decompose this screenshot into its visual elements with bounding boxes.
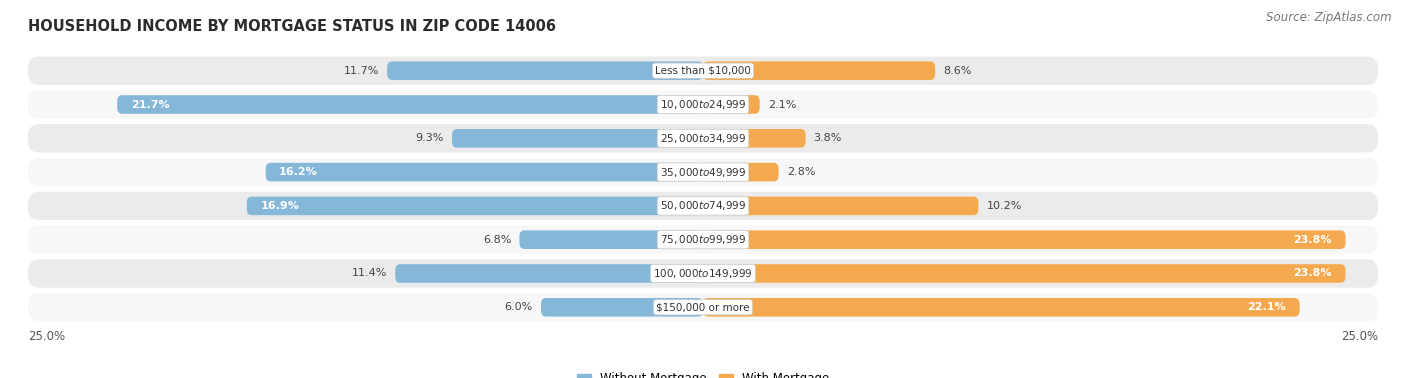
Text: 25.0%: 25.0% — [1341, 330, 1378, 343]
Text: 11.4%: 11.4% — [352, 268, 387, 279]
FancyBboxPatch shape — [266, 163, 703, 181]
FancyBboxPatch shape — [703, 264, 1346, 283]
FancyBboxPatch shape — [519, 231, 703, 249]
Text: 16.2%: 16.2% — [280, 167, 318, 177]
FancyBboxPatch shape — [247, 197, 703, 215]
Text: 23.8%: 23.8% — [1294, 235, 1331, 245]
FancyBboxPatch shape — [387, 61, 703, 80]
FancyBboxPatch shape — [703, 61, 935, 80]
Text: $50,000 to $74,999: $50,000 to $74,999 — [659, 200, 747, 212]
FancyBboxPatch shape — [703, 129, 806, 147]
Text: 8.6%: 8.6% — [943, 66, 972, 76]
FancyBboxPatch shape — [451, 129, 703, 147]
FancyBboxPatch shape — [28, 90, 1378, 119]
Text: $100,000 to $149,999: $100,000 to $149,999 — [654, 267, 752, 280]
FancyBboxPatch shape — [541, 298, 703, 317]
FancyBboxPatch shape — [28, 259, 1378, 288]
FancyBboxPatch shape — [395, 264, 703, 283]
Text: 22.1%: 22.1% — [1247, 302, 1286, 312]
FancyBboxPatch shape — [703, 197, 979, 215]
Text: Less than $10,000: Less than $10,000 — [655, 66, 751, 76]
Text: 10.2%: 10.2% — [987, 201, 1022, 211]
Text: 2.1%: 2.1% — [768, 99, 796, 110]
Text: 3.8%: 3.8% — [814, 133, 842, 143]
Text: 6.0%: 6.0% — [505, 302, 533, 312]
FancyBboxPatch shape — [703, 95, 759, 114]
Text: $25,000 to $34,999: $25,000 to $34,999 — [659, 132, 747, 145]
FancyBboxPatch shape — [28, 293, 1378, 321]
Text: 11.7%: 11.7% — [343, 66, 380, 76]
FancyBboxPatch shape — [703, 163, 779, 181]
FancyBboxPatch shape — [117, 95, 703, 114]
FancyBboxPatch shape — [703, 298, 1299, 317]
Text: 9.3%: 9.3% — [415, 133, 444, 143]
Text: $10,000 to $24,999: $10,000 to $24,999 — [659, 98, 747, 111]
Text: 21.7%: 21.7% — [131, 99, 169, 110]
Text: Source: ZipAtlas.com: Source: ZipAtlas.com — [1267, 11, 1392, 24]
Text: $75,000 to $99,999: $75,000 to $99,999 — [659, 233, 747, 246]
Text: $35,000 to $49,999: $35,000 to $49,999 — [659, 166, 747, 178]
Text: 25.0%: 25.0% — [28, 330, 65, 343]
FancyBboxPatch shape — [28, 226, 1378, 254]
Text: $150,000 or more: $150,000 or more — [657, 302, 749, 312]
FancyBboxPatch shape — [28, 57, 1378, 85]
FancyBboxPatch shape — [28, 158, 1378, 186]
Text: 16.9%: 16.9% — [260, 201, 299, 211]
Text: 6.8%: 6.8% — [482, 235, 512, 245]
FancyBboxPatch shape — [703, 231, 1346, 249]
Legend: Without Mortgage, With Mortgage: Without Mortgage, With Mortgage — [572, 367, 834, 378]
FancyBboxPatch shape — [28, 192, 1378, 220]
Text: HOUSEHOLD INCOME BY MORTGAGE STATUS IN ZIP CODE 14006: HOUSEHOLD INCOME BY MORTGAGE STATUS IN Z… — [28, 20, 557, 34]
Text: 2.8%: 2.8% — [787, 167, 815, 177]
Text: 23.8%: 23.8% — [1294, 268, 1331, 279]
FancyBboxPatch shape — [28, 124, 1378, 152]
